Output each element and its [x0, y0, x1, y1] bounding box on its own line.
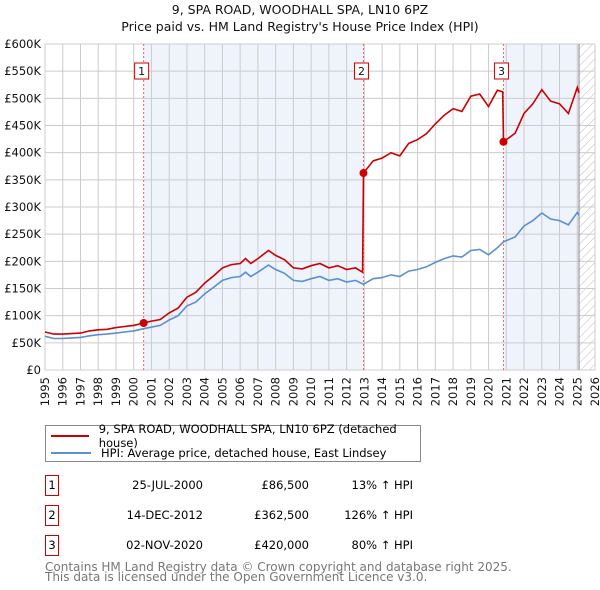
- transaction-marker: 3: [45, 535, 59, 556]
- y-tick-label: £450K: [4, 119, 41, 133]
- sale-label-box: [353, 62, 369, 80]
- legend-label: 9, SPA ROAD, WOODHALL SPA, LN10 6PZ (det…: [98, 422, 397, 450]
- x-tick-label: 1998: [91, 377, 105, 406]
- x-tick-label: 2019: [464, 377, 478, 406]
- x-tick-label: 2005: [215, 377, 229, 406]
- transaction-hpi-diff: 80% ↑ HPI: [351, 538, 413, 552]
- sale-label: 3: [498, 65, 505, 78]
- y-tick-label: £0: [26, 363, 41, 377]
- sale-point: [359, 169, 368, 178]
- x-tick-label: 2016: [411, 377, 425, 406]
- y-tick-label: £550K: [4, 64, 41, 78]
- plot-border: [44, 43, 596, 371]
- transaction-marker: 2: [45, 505, 59, 526]
- x-tick-label: 2026: [588, 377, 600, 406]
- x-tick-label: 2018: [446, 377, 460, 406]
- transaction-date: 02-NOV-2020: [126, 538, 203, 552]
- sale-label-box: [134, 62, 150, 80]
- legend-item-property: 9, SPA ROAD, WOODHALL SPA, LN10 6PZ (det…: [51, 422, 420, 450]
- y-tick-label: £300K: [4, 200, 41, 214]
- footer-licence: This data is licensed under the Open Gov…: [45, 570, 428, 584]
- x-tick-label: 1996: [56, 377, 70, 406]
- x-tick-label: 2006: [233, 377, 247, 406]
- legend-swatch-blue: [51, 452, 91, 454]
- sale-label-box: [493, 62, 509, 80]
- legend-item-hpi: HPI: Average price, detached house, East…: [51, 445, 386, 461]
- x-tick-label: 2009: [286, 377, 300, 406]
- x-tick-label: 1997: [73, 377, 87, 406]
- price-chart: 1995 1996 1997 1998 1999 2000 2001 2002 2003 2004…: [4, 37, 600, 406]
- sale-point: [499, 137, 508, 146]
- x-tick-label: 2025: [570, 377, 584, 406]
- y-tick-label: £400K: [4, 146, 41, 160]
- y-tick-label: £200K: [4, 254, 41, 268]
- x-tick-label: 2017: [428, 377, 442, 406]
- sale-label: 1: [138, 65, 145, 78]
- transaction-row: 3 02-NOV-2020 £420,000 80% ↑ HPI: [45, 535, 445, 557]
- x-tick-label: 2007: [251, 377, 265, 406]
- x-tick-label: 2011: [322, 377, 336, 406]
- x-tick-label: 2014: [375, 377, 389, 406]
- y-tick-label: £600K: [4, 37, 41, 51]
- x-tick-label: 2003: [180, 377, 194, 406]
- y-tick-label: £50K: [12, 336, 42, 350]
- x-tick-label: 2008: [269, 377, 283, 406]
- sale-point: [139, 319, 148, 328]
- transaction-price: £86,500: [261, 478, 309, 492]
- x-tick-label: 2000: [127, 377, 141, 406]
- x-tick-label: 2023: [535, 377, 549, 406]
- y-tick-label: £150K: [4, 282, 41, 296]
- x-tick-label: 2012: [340, 377, 354, 406]
- chart-legend: 9, SPA ROAD, WOODHALL SPA, LN10 6PZ (det…: [45, 422, 421, 462]
- y-tick-label: £500K: [4, 91, 41, 105]
- x-tick-label: 2004: [198, 377, 212, 406]
- x-tick-label: 2021: [499, 377, 513, 406]
- x-tick-label: 2013: [357, 377, 371, 406]
- y-tick-label: £250K: [4, 227, 41, 241]
- x-tick-label: 2020: [482, 377, 496, 406]
- sale-label: 2: [358, 65, 365, 78]
- x-tick-label: 2024: [553, 377, 567, 406]
- transaction-date: 25-JUL-2000: [132, 478, 203, 492]
- legend-swatch-red: [51, 435, 89, 437]
- x-tick-label: 2015: [393, 377, 407, 406]
- x-tick-label: 1995: [38, 377, 52, 406]
- transaction-marker: 1: [45, 475, 59, 496]
- x-tick-label: 1999: [109, 377, 123, 406]
- x-tick-label: 2010: [304, 377, 318, 406]
- transaction-date: 14-DEC-2012: [126, 508, 203, 522]
- footer-copyright: Contains HM Land Registry data © Crown c…: [45, 560, 512, 574]
- transaction-hpi-diff: 126% ↑ HPI: [344, 508, 413, 522]
- legend-label: HPI: Average price, detached house, East…: [101, 446, 387, 460]
- hpi-line: [44, 210, 580, 340]
- transaction-row: 1 25-JUL-2000 £86,500 13% ↑ HPI: [45, 475, 445, 497]
- chart-title: 9, SPA ROAD, WOODHALL SPA, LN10 6PZ: [171, 2, 429, 17]
- x-tick-label: 2001: [144, 377, 158, 406]
- y-tick-label: £100K: [4, 309, 41, 323]
- transaction-hpi-diff: 13% ↑ HPI: [351, 478, 413, 492]
- transaction-price: £420,000: [254, 538, 309, 552]
- y-tick-label: £350K: [4, 173, 41, 187]
- x-tick-label: 2022: [517, 377, 531, 406]
- transaction-row: 2 14-DEC-2012 £362,500 126% ↑ HPI: [45, 505, 445, 527]
- transaction-price: £362,500: [254, 508, 309, 522]
- chart-subtitle: Price paid vs. HM Land Registry's House …: [121, 19, 479, 34]
- x-tick-label: 2002: [162, 377, 176, 406]
